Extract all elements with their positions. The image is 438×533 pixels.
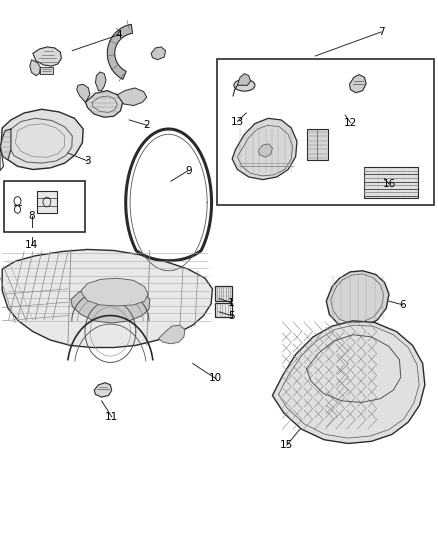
Polygon shape	[272, 321, 425, 443]
Polygon shape	[85, 91, 123, 117]
Polygon shape	[159, 325, 185, 344]
Polygon shape	[237, 74, 251, 85]
Text: 11: 11	[105, 412, 118, 422]
Polygon shape	[81, 278, 148, 306]
Bar	[37, 191, 57, 213]
Text: 12: 12	[344, 118, 357, 127]
Text: 10: 10	[209, 374, 222, 383]
Polygon shape	[258, 144, 272, 157]
Text: 14: 14	[25, 240, 38, 250]
Polygon shape	[71, 285, 150, 323]
Text: 13: 13	[231, 117, 244, 126]
Bar	[217, 59, 434, 205]
Bar	[4, 181, 85, 232]
Text: 9: 9	[185, 166, 192, 175]
Text: 16: 16	[382, 179, 396, 189]
Polygon shape	[326, 271, 389, 328]
Text: 7: 7	[378, 27, 385, 37]
Text: 15: 15	[280, 440, 293, 450]
Polygon shape	[117, 88, 147, 106]
Text: 6: 6	[399, 300, 406, 310]
Polygon shape	[350, 75, 366, 93]
Bar	[215, 286, 232, 301]
Text: 3: 3	[84, 156, 91, 166]
Polygon shape	[232, 118, 297, 180]
Bar	[307, 129, 328, 160]
Polygon shape	[95, 72, 106, 91]
Bar	[215, 303, 232, 317]
Polygon shape	[30, 60, 40, 76]
Text: 4: 4	[116, 30, 123, 39]
Ellipse shape	[234, 79, 255, 91]
Text: 1: 1	[228, 298, 235, 308]
Polygon shape	[77, 84, 90, 102]
Polygon shape	[94, 383, 112, 397]
Polygon shape	[2, 249, 212, 348]
Bar	[364, 167, 418, 198]
Bar	[40, 67, 53, 74]
Polygon shape	[107, 25, 132, 79]
Polygon shape	[1, 109, 83, 169]
Text: 2: 2	[143, 120, 150, 130]
Text: 8: 8	[28, 212, 35, 221]
Polygon shape	[33, 47, 61, 66]
Polygon shape	[0, 129, 11, 160]
Polygon shape	[151, 47, 166, 60]
Text: 5: 5	[228, 311, 235, 320]
